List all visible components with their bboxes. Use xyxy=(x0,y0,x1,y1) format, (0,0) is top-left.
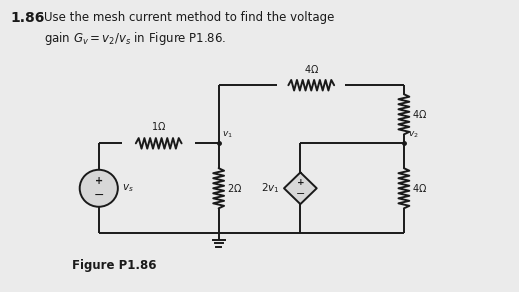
Text: 4$\Omega$: 4$\Omega$ xyxy=(412,108,427,120)
Text: Figure P1.86: Figure P1.86 xyxy=(72,258,156,272)
Text: 1$\Omega$: 1$\Omega$ xyxy=(151,120,166,132)
Text: Use the mesh current method to find the voltage: Use the mesh current method to find the … xyxy=(44,11,335,24)
Text: +: + xyxy=(94,176,103,186)
Text: −: − xyxy=(93,189,104,202)
Text: $v_2$: $v_2$ xyxy=(408,129,418,140)
Circle shape xyxy=(80,170,118,207)
Text: $v_s$: $v_s$ xyxy=(121,182,133,194)
Text: 1.86: 1.86 xyxy=(10,11,45,25)
Text: $2v_1$: $2v_1$ xyxy=(261,181,280,195)
Text: 2$\Omega$: 2$\Omega$ xyxy=(227,182,242,194)
Text: 4$\Omega$: 4$\Omega$ xyxy=(304,63,319,75)
Text: gain $G_v = v_2/v_s$ in Figure P1.86.: gain $G_v = v_2/v_s$ in Figure P1.86. xyxy=(44,30,226,47)
Text: −: − xyxy=(296,189,305,199)
Text: +: + xyxy=(296,178,304,187)
Text: 4$\Omega$: 4$\Omega$ xyxy=(412,182,427,194)
Polygon shape xyxy=(284,172,317,204)
Text: $v_1$: $v_1$ xyxy=(223,129,233,140)
